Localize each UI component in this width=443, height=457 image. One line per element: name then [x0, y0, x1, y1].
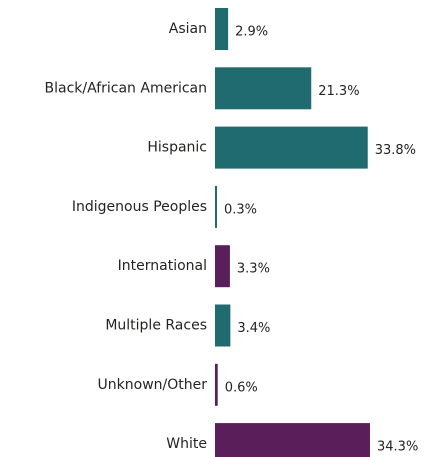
- value-label: 34.3%: [377, 440, 418, 455]
- category-label: Hispanic: [147, 140, 207, 156]
- category-label: Indigenous Peoples: [72, 199, 207, 215]
- category-label: Multiple Races: [105, 318, 207, 334]
- bar[interactable]: [215, 304, 231, 347]
- category-label: White: [166, 436, 207, 452]
- category-label: Unknown/Other: [98, 377, 208, 393]
- bar[interactable]: [215, 67, 312, 110]
- bar[interactable]: [215, 8, 229, 50]
- bar[interactable]: [215, 423, 370, 457]
- bar[interactable]: [215, 185, 217, 228]
- value-label: 3.4%: [237, 321, 270, 336]
- bar[interactable]: [215, 245, 230, 288]
- value-label: 0.6%: [225, 380, 258, 395]
- value-label: 0.3%: [224, 202, 257, 217]
- value-label: 33.8%: [375, 143, 416, 158]
- category-label: Black/African American: [45, 80, 207, 96]
- value-label: 2.9%: [235, 25, 268, 40]
- value-label: 21.3%: [318, 84, 359, 99]
- category-label: International: [118, 258, 207, 274]
- bar[interactable]: [215, 363, 218, 406]
- bar[interactable]: [215, 126, 368, 169]
- category-label: Asian: [169, 21, 207, 37]
- value-label: 3.3%: [237, 262, 270, 277]
